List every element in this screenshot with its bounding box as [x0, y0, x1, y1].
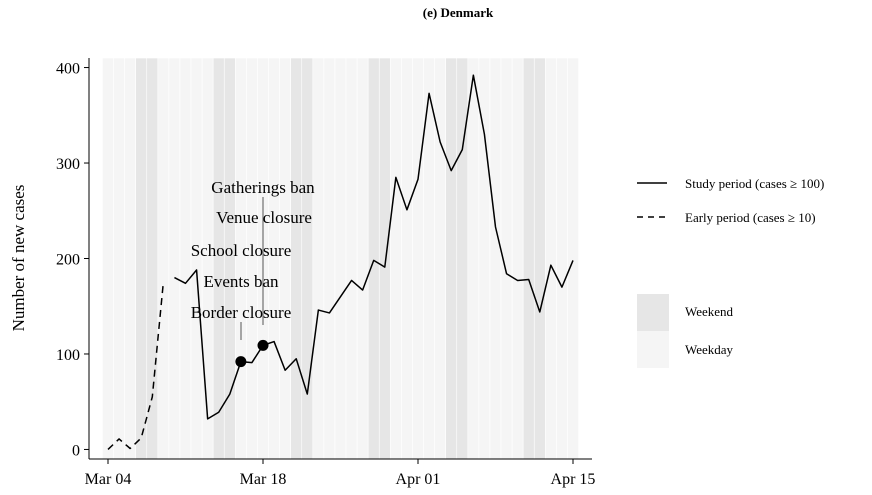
weekday-band	[345, 57, 358, 460]
weekday-band	[179, 57, 192, 460]
event-markers	[235, 339, 269, 368]
weekday-band	[334, 57, 347, 460]
weekday-band	[467, 57, 480, 460]
weekday-band	[312, 57, 325, 460]
weekday-band	[168, 57, 181, 460]
weekday-band	[556, 57, 568, 460]
weekday-band	[113, 57, 125, 460]
weekend-band	[135, 57, 148, 460]
y-tick-label: 300	[56, 156, 80, 173]
x-tick-label: Apr 15	[551, 471, 596, 488]
legend-weekday-swatch	[637, 331, 669, 368]
y-tick-label: 0	[72, 442, 80, 459]
weekend-band	[445, 57, 458, 460]
weekend-band	[456, 57, 469, 460]
weekday-band	[478, 57, 491, 460]
y-ticks: 0 100 200 300 400	[56, 61, 89, 459]
weekday-band	[511, 57, 524, 460]
day-bands	[102, 57, 579, 460]
y-tick-label: 400	[56, 61, 80, 78]
weekday-band	[390, 57, 402, 460]
event-marker	[257, 339, 269, 351]
annotation-venue-closure: Venue closure	[216, 208, 312, 227]
weekday-band	[157, 57, 170, 460]
legend-weekday-label: Weekday	[685, 342, 734, 357]
chart-title: (e) Denmark	[423, 5, 494, 20]
weekday-band	[567, 57, 579, 460]
early-period-line	[107, 282, 165, 450]
y-axis-label: Number of new cases	[9, 185, 28, 332]
annotation-border-closure: Border closure	[191, 303, 292, 322]
weekend-band	[301, 57, 314, 460]
x-ticks: Mar 04 Mar 18 Apr 01 Apr 15	[85, 459, 596, 488]
x-tick-label: Mar 18	[240, 471, 287, 488]
weekday-band	[356, 57, 369, 460]
legend-early-label: Early period (cases ≥ 10)	[685, 210, 816, 225]
weekend-band	[533, 57, 546, 460]
annotation-events-ban: Events ban	[203, 272, 279, 291]
x-tick-label: Mar 04	[85, 471, 132, 488]
event-annotations: Gatherings ban Venue closure School clos…	[191, 178, 315, 340]
annotation-school-closure: School closure	[191, 241, 292, 260]
weekend-band	[367, 57, 380, 460]
annotation-gatherings-ban: Gatherings ban	[211, 178, 315, 197]
legend-weekend-swatch	[637, 294, 669, 331]
legend-weekend-label: Weekend	[685, 304, 734, 319]
weekend-band	[378, 57, 391, 460]
weekend-band	[290, 57, 303, 460]
legend-study-label: Study period (cases ≥ 100)	[685, 176, 824, 191]
x-tick-label: Apr 01	[396, 471, 441, 488]
y-tick-label: 200	[56, 252, 80, 269]
weekday-band	[545, 57, 557, 460]
weekday-band	[489, 57, 502, 460]
weekday-band	[323, 57, 336, 460]
weekday-band	[401, 57, 413, 460]
weekday-band	[102, 57, 114, 460]
legend: Study period (cases ≥ 100) Early period …	[637, 176, 824, 368]
event-marker	[235, 356, 247, 368]
y-tick-label: 100	[56, 347, 80, 364]
weekend-band	[522, 57, 535, 460]
weekday-band	[434, 57, 446, 460]
weekday-band	[124, 57, 136, 460]
weekday-band	[412, 57, 424, 460]
